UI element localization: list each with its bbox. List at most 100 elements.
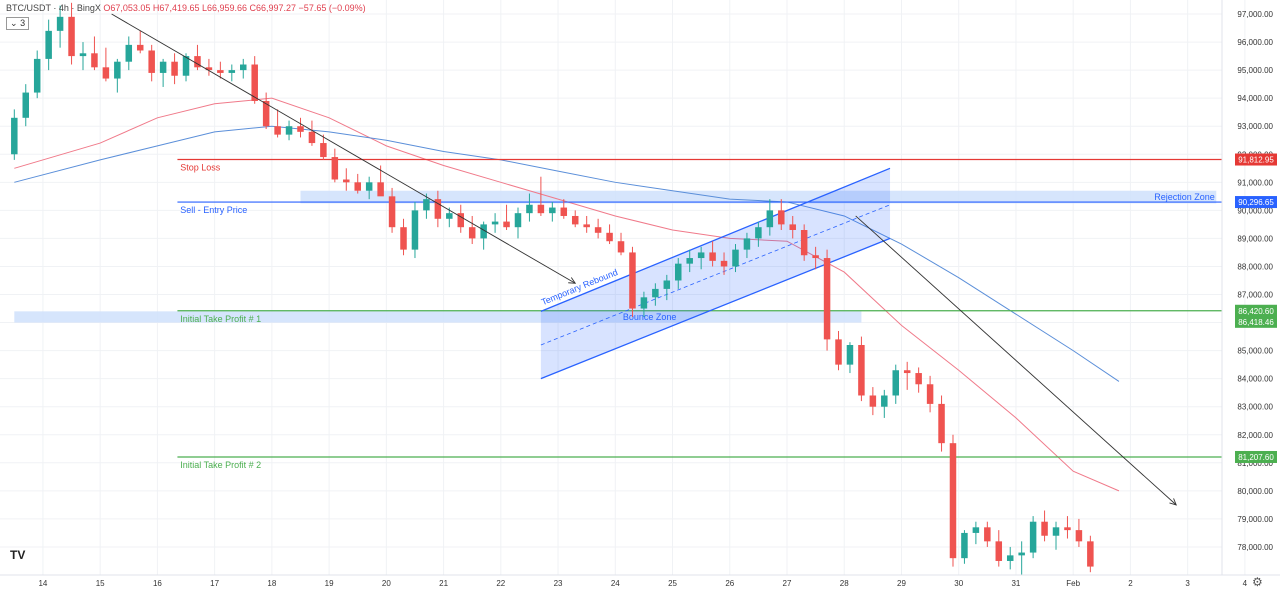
candle-body — [583, 224, 590, 228]
indicators-toggle[interactable]: ⌄ 3 — [6, 17, 30, 30]
candle-body — [79, 53, 87, 57]
candle-body — [640, 297, 648, 309]
candle-up — [972, 521, 980, 545]
x-tick-label: 25 — [668, 579, 677, 588]
candle-body — [400, 227, 407, 250]
candle-up — [125, 36, 133, 71]
candle-up — [365, 176, 373, 200]
x-tick-label: 15 — [96, 579, 105, 588]
price-tag-label: 86,420.60 — [1238, 307, 1274, 316]
candle-down — [136, 30, 144, 54]
candle-body — [262, 100, 270, 127]
candle-up — [1052, 521, 1060, 550]
x-tick-label: 20 — [382, 579, 391, 588]
candle-body — [480, 224, 487, 239]
candle-body — [652, 288, 659, 298]
x-tick-label: 21 — [439, 579, 448, 588]
price-tag-label: 81,207.60 — [1238, 453, 1274, 462]
candle-body — [240, 64, 247, 71]
candle-body — [91, 53, 98, 68]
y-tick-label: 91,000.00 — [1237, 178, 1273, 187]
gear-icon[interactable]: ⚙ — [1252, 575, 1263, 589]
trend-arrow-line — [111, 13, 576, 284]
x-tick-label: 18 — [267, 579, 276, 588]
candle-down — [800, 224, 808, 261]
candle-body — [732, 249, 739, 267]
y-tick-label: 87,000.00 — [1237, 291, 1273, 300]
candle-down — [869, 387, 877, 416]
y-tick-label: 80,000.00 — [1237, 487, 1273, 496]
candle-body — [1064, 527, 1071, 531]
candle-down — [171, 53, 178, 85]
tradingview-logo: TV — [10, 548, 26, 562]
candle-down — [949, 434, 957, 567]
candle-down — [102, 47, 110, 82]
candle-down — [583, 215, 590, 233]
candle-down — [251, 56, 258, 104]
candle-body — [720, 260, 728, 267]
candle-down — [1064, 516, 1071, 539]
trend-arrows — [111, 13, 1177, 506]
y-axis: 97,000.00 96,000.00 95,000.00 94,000.00 93,0… — [1221, 0, 1277, 575]
y-tick-label: 85,000.00 — [1237, 347, 1273, 356]
x-tick-label: 4 — [1243, 579, 1248, 588]
candle-down — [823, 249, 831, 351]
candle-down — [903, 361, 911, 390]
candle-up — [79, 42, 87, 71]
candle-down — [560, 199, 568, 219]
candle-down — [308, 120, 316, 146]
candles — [11, 2, 1094, 575]
candle-body — [709, 252, 716, 261]
candle-up — [228, 64, 236, 82]
price-tag-label: 91,812.95 — [1238, 156, 1274, 165]
candle-body — [984, 527, 991, 542]
candle-body — [800, 230, 808, 256]
price-tag — [1235, 315, 1277, 328]
candle-body — [789, 224, 796, 230]
candle-body — [228, 70, 236, 73]
level-label: Stop Loss — [180, 163, 221, 173]
candle-body — [285, 126, 293, 135]
x-tick-label: Feb — [1066, 579, 1080, 588]
candle-down — [1041, 510, 1048, 542]
level-label: Initial Take Profit # 1 — [180, 314, 261, 324]
y-tick-label: 81,000.00 — [1237, 459, 1273, 468]
candle-up — [480, 221, 487, 250]
candle-up — [285, 120, 293, 141]
zone-rect — [14, 311, 862, 323]
x-tick-label: 26 — [725, 579, 734, 588]
candle-body — [1075, 530, 1083, 542]
candle-down — [926, 375, 934, 413]
candle-down — [594, 218, 602, 239]
candle-body — [331, 157, 339, 180]
candle-up — [892, 364, 900, 404]
candle-up — [1006, 546, 1014, 570]
candle-up — [159, 58, 167, 87]
candle-body — [972, 527, 980, 533]
candle-body — [858, 345, 865, 396]
candle-down — [789, 215, 796, 239]
candle-down — [343, 168, 350, 191]
candle-body — [938, 403, 945, 444]
y-tick-label: 88,000.00 — [1237, 262, 1273, 271]
x-tick-label: 30 — [954, 579, 963, 588]
candle-body — [1087, 541, 1094, 567]
y-tick-label: 93,000.00 — [1237, 122, 1273, 131]
candle-down — [571, 210, 579, 228]
candle-up — [663, 274, 671, 301]
x-tick-label: 29 — [897, 579, 906, 588]
candle-body — [308, 131, 316, 144]
candle-down — [262, 92, 270, 130]
candle-up — [732, 244, 739, 273]
candle-body — [961, 532, 968, 559]
candle-body — [354, 182, 361, 191]
price-tag — [1235, 153, 1277, 166]
x-tick-label: 17 — [210, 579, 219, 588]
candle-body — [766, 210, 774, 228]
x-tick-label: 31 — [1011, 579, 1020, 588]
candle-up — [686, 249, 693, 273]
candle-up — [11, 109, 18, 160]
candle-up — [446, 207, 453, 228]
candle-down — [629, 246, 636, 317]
